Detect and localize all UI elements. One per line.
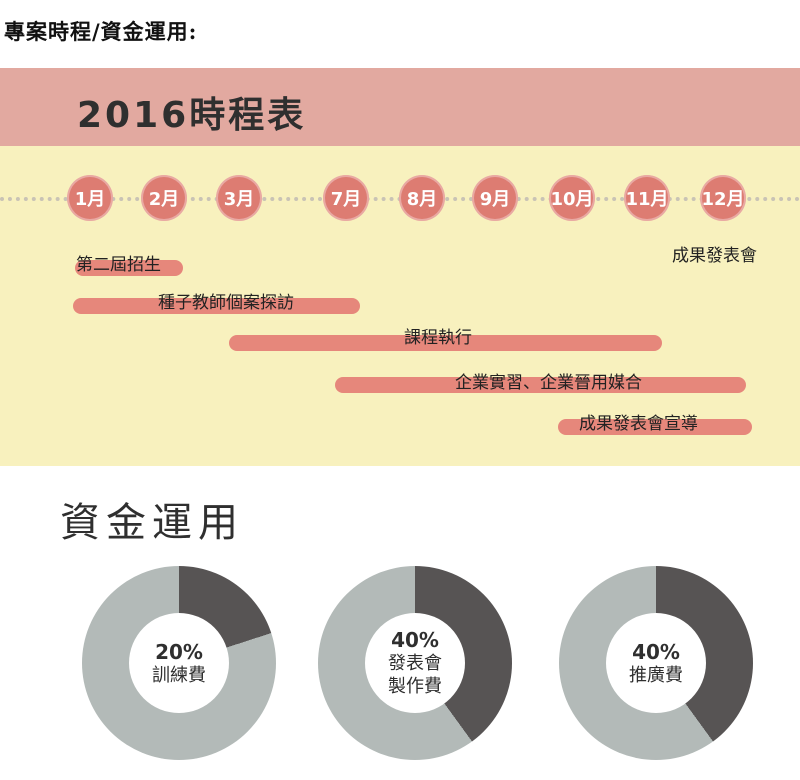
task-bar-promotion — [558, 419, 752, 435]
month-marker-jul: 7月 — [323, 175, 369, 221]
schedule-title: 2016時程表 — [77, 95, 307, 136]
task-bar-internship — [335, 377, 746, 393]
month-marker-feb: 2月 — [141, 175, 187, 221]
page-heading: 專案時程/資金運用: — [4, 19, 198, 44]
task-label-teacher-visits: 種子教師個案探訪 — [158, 293, 294, 313]
task-label-showcase: 成果發表會 — [672, 246, 757, 266]
month-marker-aug: 8月 — [399, 175, 445, 221]
donut-chart-promotion: 40% 推廣費 — [559, 566, 753, 760]
donut-percent: 20% — [155, 639, 203, 664]
donut-center: 40% 發表會 製作費 — [365, 613, 465, 713]
task-label-promotion: 成果發表會宣導 — [579, 414, 698, 434]
donut-label-line-2: 製作費 — [388, 676, 442, 697]
month-marker-nov: 11月 — [624, 175, 670, 221]
month-marker-sep: 9月 — [472, 175, 518, 221]
schedule-timeline: 1月 2月 3月 7月 8月 9月 10月 11月 12月 第二屆招生 種子教師… — [0, 146, 800, 466]
donut-label-line-1: 發表會 — [388, 653, 442, 674]
task-bar-enrollment — [75, 260, 183, 276]
task-bar-course — [229, 335, 662, 351]
donut-percent: 40% — [391, 628, 439, 652]
funding-title: 資金運用 — [60, 500, 244, 546]
task-label-course: 課程執行 — [404, 328, 472, 348]
donut-percent: 40% — [632, 639, 680, 664]
donut-chart-training: 20% 訓練費 — [82, 566, 276, 760]
donut-label: 訓練費 — [152, 664, 206, 686]
donut-center: 20% 訓練費 — [129, 613, 229, 713]
donut-label: 推廣費 — [629, 664, 683, 686]
task-label-enrollment: 第二屆招生 — [76, 255, 161, 275]
month-marker-oct: 10月 — [549, 175, 595, 221]
donut-center: 40% 推廣費 — [606, 613, 706, 713]
task-bar-teacher-visits — [73, 298, 360, 314]
donut-chart-showcase-production: 40% 發表會 製作費 — [318, 566, 512, 760]
schedule-banner — [0, 68, 800, 146]
month-marker-mar: 3月 — [216, 175, 262, 221]
month-marker-jan: 1月 — [67, 175, 113, 221]
task-label-internship: 企業實習、企業晉用媒合 — [455, 373, 642, 393]
month-marker-dec: 12月 — [700, 175, 746, 221]
